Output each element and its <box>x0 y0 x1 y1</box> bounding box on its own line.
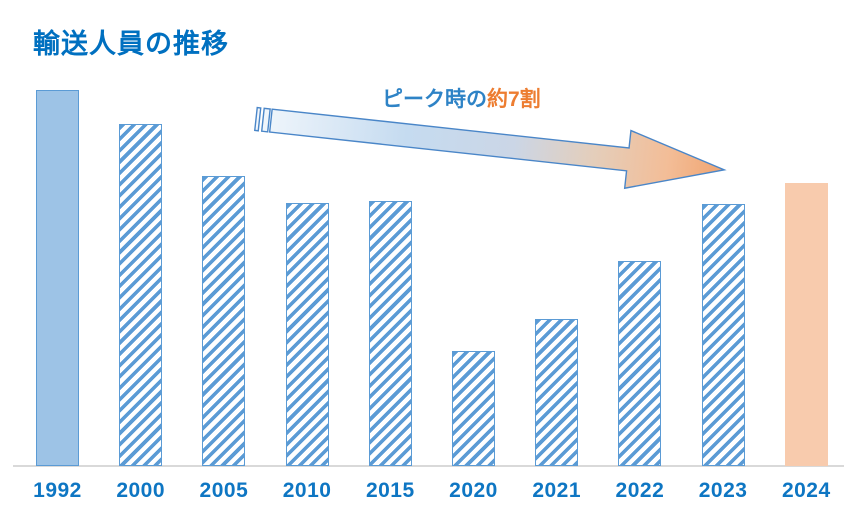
page-title: 輸送人員の推移 <box>33 29 229 59</box>
bar-2015 <box>368 201 412 466</box>
x-label-2015: 2015 <box>365 479 415 502</box>
bar-2020 <box>452 351 495 466</box>
annotation-text-blue: ピーク時の <box>382 88 487 111</box>
bar-2022 <box>618 261 662 466</box>
decline-trend-arrow-icon <box>253 106 727 190</box>
x-label-2000: 2000 <box>116 479 166 502</box>
x-label-2020: 2020 <box>449 479 498 502</box>
bar-2010 <box>285 203 329 466</box>
x-label-2005: 2005 <box>199 479 249 502</box>
annotation-peak-ratio: ピーク時の約7割 <box>382 83 541 113</box>
bar-2024 <box>784 183 828 466</box>
bar-1992 <box>36 90 79 466</box>
bar-2005 <box>202 176 246 466</box>
x-label-2024: 2024 <box>781 479 831 502</box>
x-label-2021: 2021 <box>532 479 582 502</box>
bar-2023 <box>701 204 745 466</box>
bar-2021 <box>535 319 579 466</box>
annotation-text-orange: 約7割 <box>487 88 541 111</box>
bar-2000 <box>119 124 163 466</box>
x-label-2022: 2022 <box>615 479 665 502</box>
x-label-2023: 2023 <box>698 479 748 502</box>
x-label-2010: 2010 <box>282 479 332 502</box>
x-axis-baseline <box>13 465 844 467</box>
x-label-1992: 1992 <box>33 479 82 502</box>
